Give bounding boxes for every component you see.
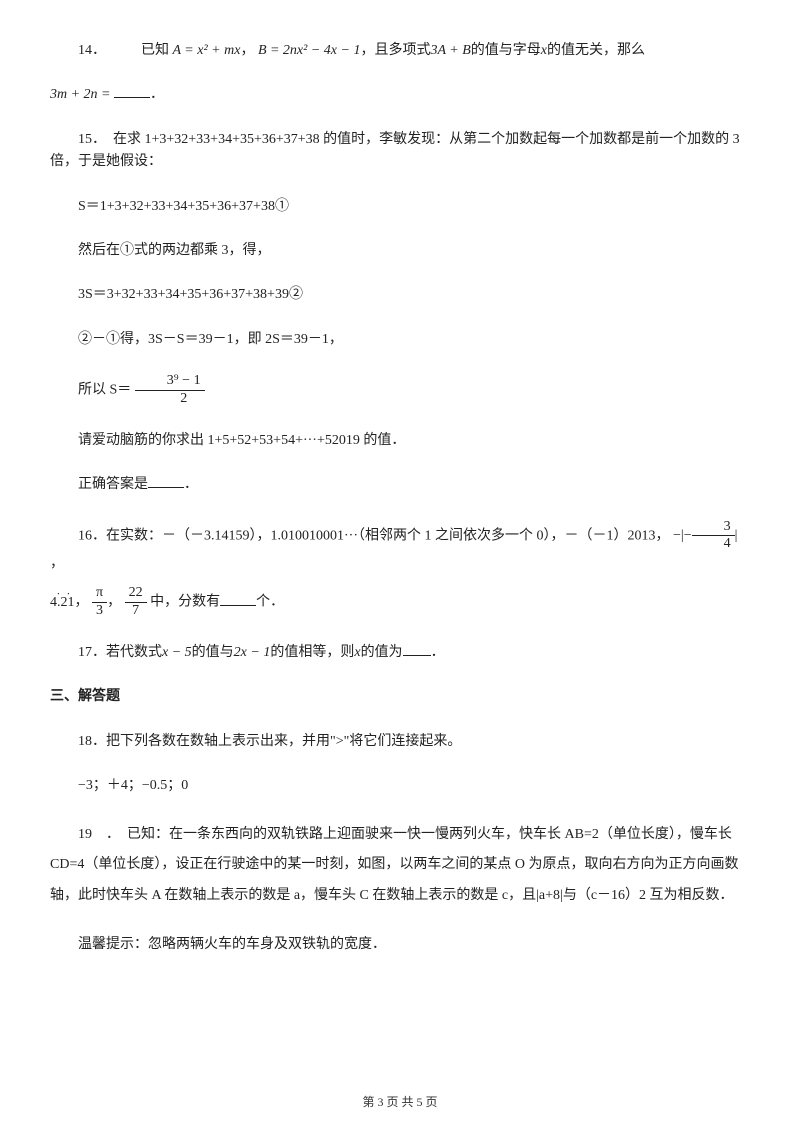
q16-l1: 16．在实数：－（－3.14159），1.010010001···（相邻两个 1… — [50, 519, 750, 576]
q16-frac-34-den: 4 — [692, 536, 735, 553]
q16-dot1: ． — [57, 586, 65, 599]
q16-frac-34: 34 — [692, 519, 735, 554]
q15-eq1: S＝1+3+32+33+34+35+36+37+38① — [50, 196, 750, 218]
q17-a: ．若代数式 — [92, 645, 162, 660]
q14-mid4: 的值无关，那么 — [547, 43, 645, 58]
q14-formulaB: B = 2nx² − 4x − 1 — [258, 43, 361, 58]
q14-mid3: 的值与字母 — [471, 43, 541, 58]
q16-dot2: ． — [67, 586, 75, 599]
q17-f1: x − 5 — [162, 645, 192, 660]
q16-frac-22-den: 7 — [125, 603, 147, 620]
q15-intro: 15． 在求 1+3+32+33+34+35+36+37+38 的值时，李敏发现… — [50, 129, 750, 174]
q16-num: 16 — [78, 528, 92, 543]
q18-text: 18．把下列各数在数轴上表示出来，并用">"将它们连接起来。 — [50, 731, 750, 753]
q19-num: 19 — [78, 827, 92, 842]
q18-nums: −3；＋4；−0.5；0 — [50, 775, 750, 797]
q16-frac-pi: π3 — [92, 585, 107, 620]
q15-step2: 然后在①式的两边都乘 3，得， — [50, 240, 750, 262]
q17-d: 的值为 — [361, 645, 403, 660]
q15-frac-num: 3⁹ − 1 — [135, 373, 205, 391]
q15-step3: ②－①得，3S－S＝39－1，即 2S＝39－1， — [50, 329, 750, 351]
q16-l2: 4.21 ． ． ， π3， 227 中，分数有个． — [50, 585, 750, 620]
q14-line2: 3m + 2n = ． — [50, 84, 750, 106]
q14-formulaA: A = x² + mx — [173, 43, 241, 58]
q16-frac-22: 227 — [125, 585, 147, 620]
q17-num: 17 — [78, 645, 92, 660]
q17-blank[interactable] — [403, 642, 431, 656]
q18-body: ．把下列各数在数轴上表示出来，并用">"将它们连接起来。 — [92, 734, 461, 749]
q16-bar-suffix: | — [735, 528, 738, 543]
q16-frac-pi-den: 3 — [92, 603, 107, 620]
q19-text: 19 ． 已知：在一条东西向的双轨铁路上迎面驶来一快一慢两列火车，快车长 AB=… — [50, 820, 750, 912]
q15-step4: 所以 S＝ 3⁹ − 1 2 — [50, 373, 750, 408]
q15-ans-prefix: 正确答案是 — [78, 477, 148, 492]
q19-body: ． 已知：在一条东西向的双轨铁路上迎面驶来一快一慢两列火车，快车长 AB=2（单… — [50, 827, 738, 904]
q16-l1a: ．在实数：－（－3.14159），1.010010001···（相邻两个 1 之… — [92, 528, 670, 543]
q16-bar-prefix: −|− — [673, 528, 692, 543]
q15-num: 15 — [78, 132, 92, 147]
q14-line2-formula: 3m + 2n = — [50, 87, 114, 102]
q17-f2: 2x − 1 — [234, 645, 271, 660]
q17-e: ． — [431, 645, 445, 660]
q18-num: 18 — [78, 734, 92, 749]
page-footer: 第 3 页 共 5 页 — [0, 1093, 800, 1112]
q15-ans: 正确答案是 ． — [50, 474, 750, 496]
q14-mid2: ，且多项式 — [360, 43, 430, 58]
q14-mid1: ， — [240, 43, 254, 58]
q17-b: 的值与 — [192, 645, 234, 660]
q16-frac-34-num: 3 — [692, 519, 735, 537]
q15-ask: 请爱动脑筋的你求出 1+5+52+53+54+···+52019 的值． — [50, 430, 750, 452]
q14-formula3AB: 3A + B — [430, 43, 470, 58]
q15-ans-suffix: ． — [184, 477, 198, 492]
q15-intro-text: ． 在求 1+3+32+33+34+35+36+37+38 的值时，李敏发现：从… — [50, 132, 740, 169]
q15-blank[interactable] — [148, 474, 184, 488]
q16-abs: −|−34| — [673, 528, 737, 543]
q16-l2-mid: 中，分数有 — [150, 595, 220, 610]
q14-line1: 14． 已知 A = x² + mx， B = 2nx² − 4x − 1，且多… — [50, 40, 750, 62]
q15-frac: 3⁹ − 1 2 — [135, 373, 205, 408]
q14-prefix: ． 已知 — [92, 43, 169, 58]
q14-num: 14 — [78, 43, 92, 58]
q16-frac-22-num: 22 — [125, 585, 147, 603]
q14-blank[interactable] — [114, 84, 150, 98]
q19-tip: 温馨提示：忽略两辆火车的车身及双铁轨的宽度． — [50, 934, 750, 956]
section3-title: 三、解答题 — [50, 686, 750, 708]
q15-eq2: 3S＝3+32+33+34+35+36+37+38+39② — [50, 284, 750, 306]
q15-step4-prefix: 所以 S＝ — [78, 383, 131, 398]
q14-line2-suffix: ． — [150, 87, 164, 102]
q17-c: 的值相等，则 — [270, 645, 354, 660]
q16-blank[interactable] — [220, 592, 256, 606]
q16-recurring: 4.21 ． ． — [50, 592, 75, 614]
q15-frac-den: 2 — [135, 391, 205, 408]
q16-frac-pi-num: π — [92, 585, 107, 603]
q16-l2-suffix: 个． — [256, 595, 284, 610]
q17: 17．若代数式x − 5的值与2x − 1的值相等，则x的值为． — [50, 642, 750, 664]
